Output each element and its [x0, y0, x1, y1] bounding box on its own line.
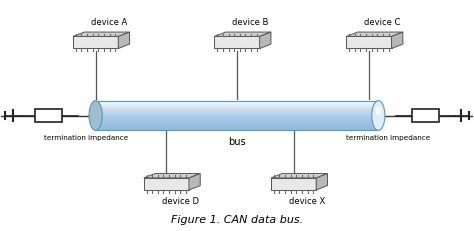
Bar: [96, 115, 378, 116]
Polygon shape: [271, 173, 328, 178]
Bar: [96, 109, 378, 110]
Polygon shape: [189, 173, 200, 190]
Text: device B: device B: [232, 18, 269, 27]
Polygon shape: [346, 32, 403, 36]
Bar: [96, 129, 378, 130]
Bar: [96, 102, 378, 103]
Text: termination impedance: termination impedance: [346, 135, 430, 141]
Bar: [96, 116, 378, 117]
Bar: [96, 118, 378, 119]
Bar: [96, 103, 378, 104]
FancyBboxPatch shape: [35, 109, 63, 122]
Polygon shape: [73, 36, 118, 49]
Bar: [96, 125, 378, 126]
Bar: [96, 124, 378, 125]
Text: device X: device X: [289, 197, 325, 206]
Polygon shape: [392, 32, 403, 49]
Polygon shape: [271, 178, 316, 190]
Bar: [96, 108, 378, 109]
Text: device C: device C: [364, 18, 401, 27]
Polygon shape: [260, 32, 271, 49]
Bar: [96, 101, 378, 102]
FancyBboxPatch shape: [411, 109, 439, 122]
Bar: [96, 107, 378, 108]
Bar: [96, 105, 378, 106]
Bar: [96, 127, 378, 128]
Bar: [96, 114, 378, 115]
Bar: [96, 113, 378, 114]
Bar: [96, 129, 378, 130]
Ellipse shape: [89, 101, 102, 130]
Text: device A: device A: [91, 18, 127, 27]
Polygon shape: [214, 36, 260, 49]
Polygon shape: [118, 32, 129, 49]
Bar: [96, 119, 378, 120]
Ellipse shape: [375, 106, 381, 116]
Bar: [96, 123, 378, 124]
Text: bus: bus: [228, 137, 246, 147]
Text: termination impedance: termination impedance: [44, 135, 128, 141]
Text: device D: device D: [162, 197, 199, 206]
Bar: [96, 111, 378, 112]
Bar: [96, 122, 378, 123]
Bar: [96, 126, 378, 127]
Bar: [96, 112, 378, 113]
Bar: [96, 126, 378, 127]
Ellipse shape: [372, 101, 385, 130]
Polygon shape: [316, 173, 328, 190]
Bar: [96, 123, 378, 125]
Polygon shape: [214, 32, 271, 36]
Polygon shape: [144, 178, 189, 190]
Polygon shape: [346, 36, 392, 49]
Polygon shape: [144, 173, 200, 178]
Bar: [96, 117, 378, 118]
Bar: [96, 110, 378, 111]
Bar: [96, 104, 378, 105]
Bar: [96, 106, 378, 107]
Text: Figure 1. CAN data bus.: Figure 1. CAN data bus.: [171, 215, 303, 225]
Bar: [96, 128, 378, 129]
Polygon shape: [73, 32, 129, 36]
Bar: [96, 100, 378, 101]
Bar: [96, 121, 378, 122]
Bar: [96, 103, 378, 104]
Bar: [96, 120, 378, 122]
Bar: [96, 120, 378, 121]
Bar: [96, 118, 378, 119]
Bar: [96, 115, 378, 116]
